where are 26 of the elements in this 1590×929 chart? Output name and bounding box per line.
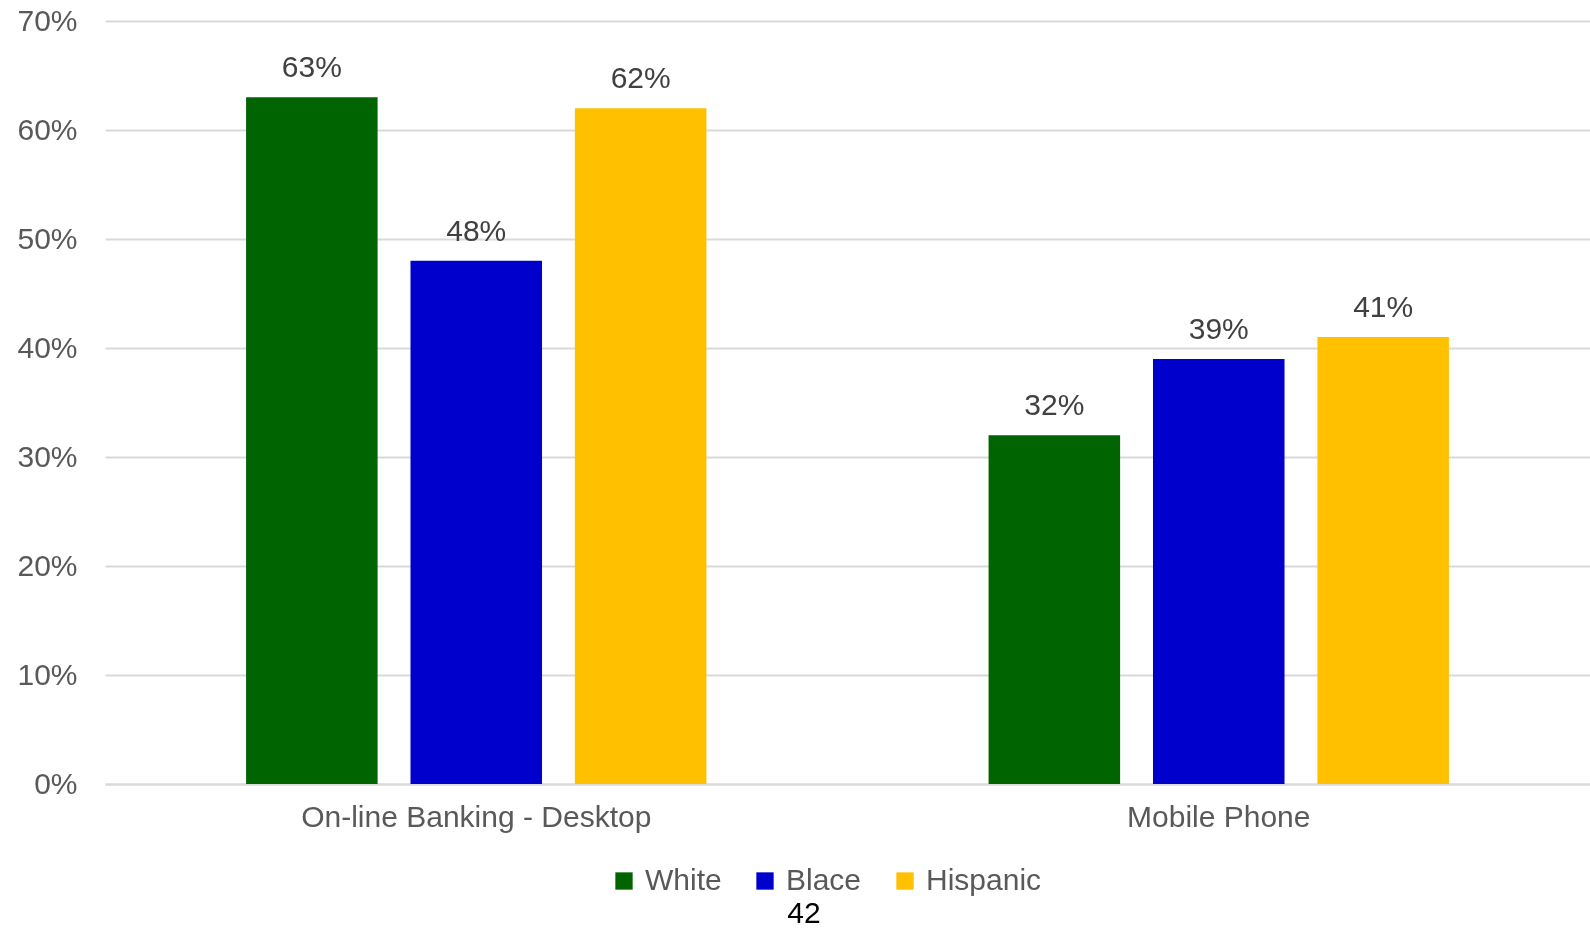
y-tick-label: 0% xyxy=(34,766,78,800)
legend-label: Hispanic xyxy=(926,863,1042,896)
data-label: 32% xyxy=(1024,388,1085,422)
y-tick-label: 60% xyxy=(17,112,78,146)
bar xyxy=(574,108,707,784)
data-label: 62% xyxy=(610,61,671,95)
bar xyxy=(1152,358,1285,784)
data-label: 41% xyxy=(1353,290,1414,324)
bar xyxy=(246,97,378,784)
y-tick-label: 40% xyxy=(17,330,78,364)
y-tick-label: 20% xyxy=(17,548,78,582)
data-label: 48% xyxy=(446,213,507,247)
bar xyxy=(1317,337,1449,784)
y-tick-label: 50% xyxy=(17,221,78,255)
bar xyxy=(410,260,543,784)
legend-label: White xyxy=(645,863,722,896)
legend-label: Blace xyxy=(786,863,862,896)
y-tick-label: 10% xyxy=(17,657,78,691)
x-tick-label: On-line Banking - Desktop xyxy=(301,799,652,833)
text: 42 xyxy=(787,896,821,929)
data-label: 39% xyxy=(1188,311,1249,345)
bar xyxy=(988,435,1121,784)
data-label: 63% xyxy=(281,50,342,84)
y-tick-label: 70% xyxy=(17,3,78,37)
x-tick-label: Mobile Phone xyxy=(1127,799,1311,833)
y-tick-label: 30% xyxy=(17,439,78,473)
